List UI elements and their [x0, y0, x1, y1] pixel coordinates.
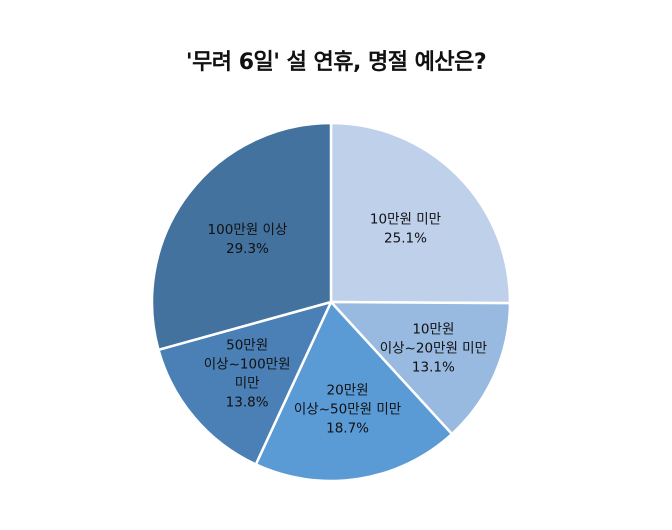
slice-label: 10만원 미만 25.1% [370, 211, 441, 246]
slice-label: 100만원 이상 29.3% [208, 222, 288, 257]
slice-label: 20만원 이상~50만원 미만 18.7% [294, 383, 401, 437]
slice-label: 10만원 이상~20만원 미만 13.1% [380, 321, 487, 375]
pie-slice [329, 121, 512, 305]
pie-slice [150, 121, 333, 352]
pie-slice [329, 300, 512, 436]
pie-slice [157, 300, 333, 466]
chart-title: '무려 6일' 설 연휴, 명절 예산은? [185, 50, 487, 75]
slice-label: 50만원 이상~100만원 미만 13.8% [204, 338, 291, 411]
pie-slice [254, 300, 454, 483]
